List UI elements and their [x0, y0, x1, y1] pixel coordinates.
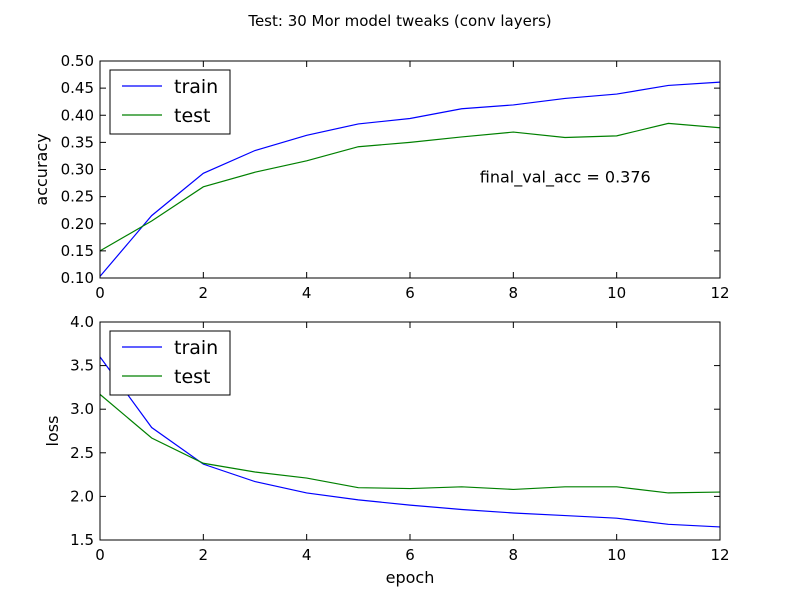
accuracy-y-tick-label: 0.45	[61, 79, 94, 97]
accuracy-x-tick-label: 8	[509, 284, 519, 302]
accuracy-x-tick-label: 4	[302, 284, 312, 302]
accuracy-series-test-line	[99, 122, 721, 252]
loss-y-tick-label: 2.5	[70, 444, 94, 462]
loss-series-train-line	[99, 356, 721, 528]
loss-subplot: 0 2 4 6 8 10 12 1.5 2.0 2.5 3.0 3.5 4.0 loss epoch trai…	[43, 313, 730, 587]
accuracy-y-tick-label: 0.50	[61, 52, 94, 70]
accuracy-y-tick-label: 0.30	[61, 161, 94, 179]
loss-y-tick-label: 3.0	[70, 400, 94, 418]
loss-x-axis-label: epoch	[386, 568, 435, 587]
accuracy-x-tick-label: 2	[199, 284, 209, 302]
accuracy-x-tick-label: 0	[95, 284, 105, 302]
loss-legend-box	[109, 330, 231, 396]
accuracy-y-tick-label: 0.20	[61, 215, 94, 233]
accuracy-x-tick-label: 12	[710, 284, 729, 302]
accuracy-legend-label-train: train	[174, 76, 218, 98]
accuracy-x-tick-label: 10	[607, 284, 626, 302]
loss-x-tick-label: 4	[302, 546, 312, 564]
accuracy-series-train-line	[99, 81, 721, 277]
accuracy-y-tick-label: 0.15	[61, 242, 94, 260]
loss-x-tick-label: 10	[607, 546, 626, 564]
loss-y-tick-label: 1.5	[70, 531, 94, 549]
accuracy-subplot: 0 2 4 6 8 10 12 0.10 0.15 0.20 0.25 0.30 0.35 0.40 0.4…	[32, 52, 730, 302]
loss-x-tick-label: 12	[710, 546, 729, 564]
accuracy-y-tick-label: 0.40	[61, 106, 94, 124]
loss-y-axis-label: loss	[43, 416, 62, 447]
loss-legend: train test	[109, 330, 231, 396]
accuracy-legend-box	[109, 69, 231, 135]
loss-legend-label-test: test	[174, 366, 211, 388]
accuracy-x-tick-label: 6	[405, 284, 415, 302]
loss-y-tick-label: 3.5	[70, 357, 94, 375]
figure-title: Test: 30 Mor model tweaks (conv layers)	[247, 12, 551, 30]
loss-x-tick-label: 0	[95, 546, 105, 564]
loss-y-tick-label: 4.0	[70, 313, 94, 331]
accuracy-y-tick-label: 0.35	[61, 133, 94, 151]
loss-x-tick-label: 8	[509, 546, 519, 564]
loss-x-tick-label: 6	[405, 546, 415, 564]
accuracy-legend: train test	[109, 69, 231, 135]
loss-series-test-line	[99, 393, 721, 494]
accuracy-annotation: final_val_acc = 0.376	[480, 168, 651, 188]
loss-y-tick-label: 2.0	[70, 487, 94, 505]
loss-legend-label-train: train	[174, 337, 218, 359]
accuracy-y-axis-label: accuracy	[32, 133, 51, 205]
loss-x-tick-label: 2	[199, 546, 209, 564]
accuracy-y-tick-label: 0.10	[61, 269, 94, 287]
accuracy-legend-label-test: test	[174, 105, 211, 127]
accuracy-y-tick-label: 0.25	[61, 188, 94, 206]
